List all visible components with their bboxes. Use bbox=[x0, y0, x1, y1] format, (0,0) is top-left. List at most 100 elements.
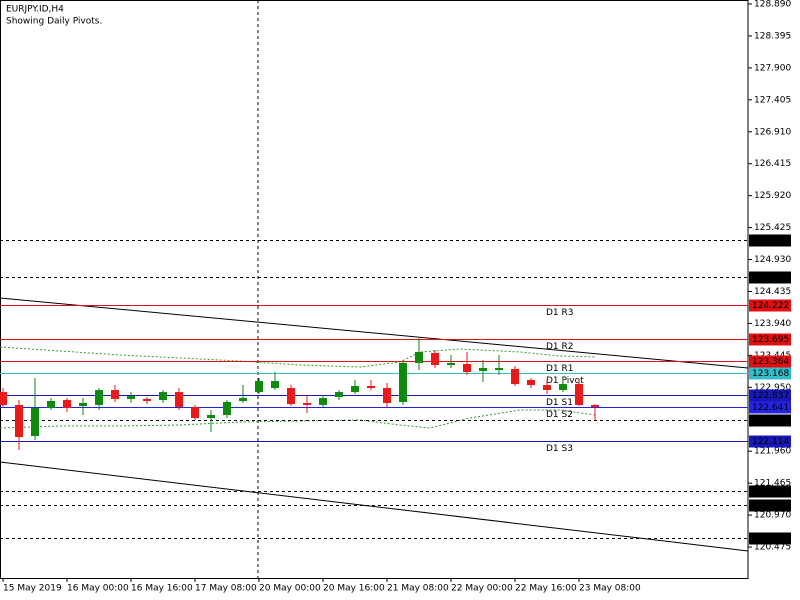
candle-body bbox=[575, 384, 583, 405]
candle-body bbox=[335, 392, 343, 397]
y-tick-label: 126.415 bbox=[754, 159, 791, 169]
y-tick-label: 128.890 bbox=[754, 0, 791, 10]
level-name: D1 Pivot bbox=[546, 376, 584, 386]
level-label: 122.641 bbox=[752, 403, 789, 413]
level-label: 123.364 bbox=[752, 357, 789, 367]
level-label: 123.695 bbox=[752, 335, 789, 345]
trend-line bbox=[0, 461, 749, 552]
level-tag bbox=[749, 435, 791, 448]
x-tick-label: 21 May 08:00 bbox=[387, 584, 449, 594]
y-tick-label: 120.970 bbox=[754, 511, 791, 521]
candle-body bbox=[559, 384, 567, 391]
candle-body bbox=[591, 404, 599, 407]
candle-body bbox=[415, 352, 423, 363]
level-tag bbox=[749, 414, 791, 427]
level-tag bbox=[749, 355, 791, 368]
level-label: 123.168 bbox=[752, 369, 789, 379]
candle-body bbox=[79, 402, 87, 407]
x-tick-label: 17 May 08:00 bbox=[195, 584, 257, 594]
level-label: 124.664 bbox=[752, 273, 789, 283]
level-tag bbox=[749, 333, 791, 346]
candle-body bbox=[63, 400, 71, 409]
y-tick-label: 123.940 bbox=[754, 319, 791, 329]
candle-body bbox=[175, 392, 183, 407]
level-label: 125.229 bbox=[752, 236, 789, 246]
level-tag bbox=[749, 271, 791, 284]
candle-body bbox=[31, 408, 39, 437]
level-tag bbox=[749, 401, 791, 414]
y-tick-label: 126.910 bbox=[754, 127, 791, 137]
y-tick-label: 121.960 bbox=[754, 447, 791, 457]
level-tag bbox=[749, 389, 791, 402]
candle-body bbox=[303, 402, 311, 405]
candle-body bbox=[399, 362, 407, 403]
candle-body bbox=[319, 398, 327, 405]
candle-body bbox=[511, 368, 519, 385]
candle-body bbox=[127, 396, 135, 399]
envelope-upper bbox=[0, 346, 596, 368]
level-name: D1 R1 bbox=[546, 364, 574, 374]
y-tick-label: 124.930 bbox=[754, 255, 791, 265]
candle-body bbox=[223, 402, 231, 415]
chart-title: EURJPY.ID,H4 bbox=[6, 5, 64, 15]
y-tick-label: 125.425 bbox=[754, 223, 791, 233]
trend-line bbox=[0, 297, 749, 369]
level-name: D1 S1 bbox=[546, 398, 573, 408]
candle-body bbox=[431, 352, 439, 365]
x-tick-label: 20 May 00:00 bbox=[259, 584, 321, 594]
x-tick-label: 16 May 16:00 bbox=[131, 584, 193, 594]
candle-body bbox=[255, 380, 263, 393]
y-tick-label: 122.950 bbox=[754, 383, 791, 393]
level-tag bbox=[749, 499, 791, 512]
candle-body bbox=[47, 400, 55, 409]
candle-body bbox=[495, 368, 503, 371]
candle-body bbox=[95, 390, 103, 405]
candle-body bbox=[479, 368, 487, 371]
level-label: 122.436 bbox=[752, 416, 789, 426]
level-label: 121.130 bbox=[752, 501, 789, 511]
level-tag bbox=[749, 532, 791, 545]
chart-subtitle: Showing Daily Pivots. bbox=[6, 17, 102, 27]
x-tick-label: 23 May 08:00 bbox=[579, 584, 641, 594]
level-tag bbox=[749, 485, 791, 498]
y-tick-label: 124.435 bbox=[754, 287, 791, 297]
candle-body bbox=[239, 398, 247, 401]
candle-body bbox=[351, 386, 359, 393]
y-tick-label: 127.405 bbox=[754, 95, 791, 105]
x-tick-label: 22 May 16:00 bbox=[515, 584, 577, 594]
candle-body bbox=[207, 414, 215, 419]
candle-body bbox=[287, 388, 295, 405]
level-label: 124.222 bbox=[752, 301, 789, 311]
level-tag bbox=[749, 367, 791, 380]
candle-body bbox=[367, 386, 375, 389]
level-tag bbox=[749, 299, 791, 312]
candle-body bbox=[271, 380, 279, 389]
candle-body bbox=[191, 406, 199, 419]
candle-body bbox=[383, 388, 391, 403]
candle-body bbox=[111, 390, 119, 399]
level-name: D1 S2 bbox=[546, 410, 573, 420]
x-tick-label: 22 May 00:00 bbox=[451, 584, 513, 594]
x-tick-label: 16 May 00:00 bbox=[67, 584, 129, 594]
plot-frame bbox=[0, 0, 749, 579]
level-name: D1 R2 bbox=[546, 342, 574, 352]
candle-body bbox=[447, 362, 455, 365]
y-tick-label: 127.900 bbox=[754, 63, 791, 73]
x-tick-label: 15 May 2019 bbox=[3, 584, 62, 594]
candle-body bbox=[0, 392, 7, 405]
y-tick-label: 121.465 bbox=[754, 479, 791, 489]
x-tick-label: 20 May 16:00 bbox=[323, 584, 385, 594]
candle-body bbox=[527, 380, 535, 385]
candle-body bbox=[143, 398, 151, 401]
candle-body bbox=[543, 384, 551, 391]
y-tick-label: 125.920 bbox=[754, 191, 791, 201]
level-name: D1 R3 bbox=[546, 308, 574, 318]
candle-body bbox=[463, 364, 471, 373]
level-label: 122.114 bbox=[752, 437, 789, 447]
y-tick-label: 120.475 bbox=[754, 543, 791, 553]
candle-body bbox=[15, 404, 23, 438]
level-label: 122.837 bbox=[752, 391, 789, 401]
